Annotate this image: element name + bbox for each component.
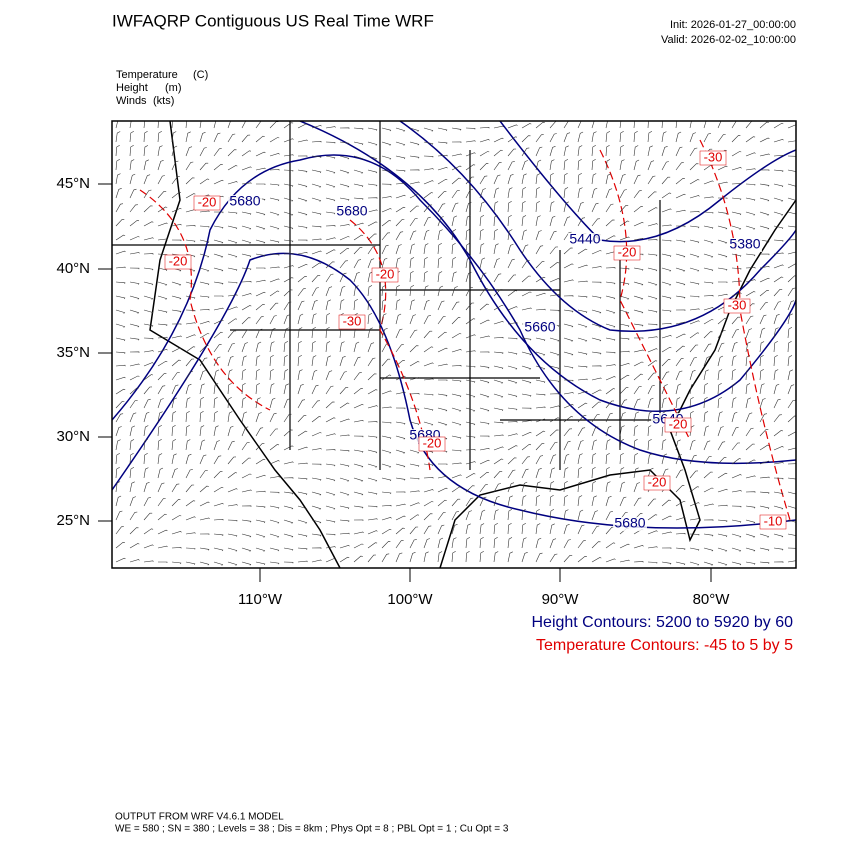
label-bg xyxy=(613,245,641,261)
label-bg xyxy=(418,436,446,452)
init-time: Init: 2026-01-27_00:00:00 xyxy=(670,19,796,31)
height-contour xyxy=(399,121,796,332)
temperature-legend: Temperature Contours: -45 to 5 by 5 xyxy=(536,637,793,654)
lat-label: 45°N xyxy=(56,175,90,192)
lat-label: 35°N xyxy=(56,344,90,361)
field-name: Temperature xyxy=(116,69,178,81)
height-contour-label: 5660 xyxy=(524,319,555,335)
label-bg xyxy=(759,514,787,530)
temperature-contour-label: -10 xyxy=(764,513,783,528)
temperature-contour-label: -20 xyxy=(648,474,667,489)
label-bg xyxy=(164,254,192,270)
footer-settings: WE = 580 ; SN = 380 ; Levels = 38 ; Dis … xyxy=(115,824,509,835)
lat-label: 30°N xyxy=(56,428,90,445)
height-contour-label: 5380 xyxy=(729,236,760,252)
label-bg xyxy=(568,233,602,247)
field-name: Height xyxy=(116,82,148,94)
temperature-contour-label: -20 xyxy=(618,244,637,259)
label-bg xyxy=(338,314,366,330)
lon-label: 90°W xyxy=(542,591,580,608)
field-unit: (kts) xyxy=(153,95,174,107)
temperature-contour-label: -30 xyxy=(343,313,362,328)
temperature-contour-label: -20 xyxy=(169,253,188,268)
field-name: Winds xyxy=(116,95,147,107)
label-bg xyxy=(228,195,262,209)
lat-label: 40°N xyxy=(56,260,90,277)
title: IWFAQRP Contiguous US Real Time WRF xyxy=(112,11,434,30)
temperature-contour-label: -30 xyxy=(728,297,747,312)
label-bg xyxy=(193,195,221,211)
label-bg xyxy=(664,417,692,433)
lat-label: 25°N xyxy=(56,512,90,529)
height-legend: Height Contours: 5200 to 5920 by 60 xyxy=(531,614,793,631)
label-bg xyxy=(613,517,647,531)
height-contour-label: 5440 xyxy=(569,231,600,247)
height-contour-label: 5680 xyxy=(336,203,367,219)
height-contour xyxy=(112,252,796,529)
label-bg xyxy=(523,321,557,335)
label-bg xyxy=(723,298,751,314)
barbs xyxy=(115,121,796,566)
height-contour xyxy=(499,121,796,243)
field-unit: (m) xyxy=(165,82,182,94)
temperature-contour-label: -20 xyxy=(376,266,395,281)
label-bg xyxy=(643,475,671,491)
height-contour-label: 5680 xyxy=(614,515,645,531)
temperature-contour-label: -20 xyxy=(423,435,442,450)
height-contour xyxy=(112,154,796,465)
temperature-contour-label: -20 xyxy=(198,194,217,209)
map xyxy=(111,120,797,569)
lon-label: 80°W xyxy=(693,591,731,608)
field-unit: (C) xyxy=(193,69,208,81)
temperature-contour-label: -30 xyxy=(704,149,723,164)
label-bg xyxy=(335,205,369,219)
map-area xyxy=(112,121,796,568)
height-contour-label: 5680 xyxy=(229,193,260,209)
temperature-contour-label: -20 xyxy=(669,416,688,431)
map-frame xyxy=(111,120,797,569)
footer-model: OUTPUT FROM WRF V4.6.1 MODEL xyxy=(115,812,284,823)
lon-label: 110°W xyxy=(238,591,283,608)
valid-time: Valid: 2026-02-02_10:00:00 xyxy=(661,34,796,46)
label-bg xyxy=(699,150,727,166)
wind-barbs xyxy=(115,121,796,566)
field-list: Temperature (C) Height (m) Winds (kts) xyxy=(116,69,208,107)
coastline xyxy=(149,121,341,568)
map-labels: 45°N 40°N 35°N 30°N 25°N 110°W 100°W 90°W 80°W 56… xyxy=(56,149,787,608)
label-bg xyxy=(371,267,399,283)
temperature-contour xyxy=(139,139,791,521)
lon-label: 100°W xyxy=(387,591,433,608)
label-bg xyxy=(728,238,762,252)
